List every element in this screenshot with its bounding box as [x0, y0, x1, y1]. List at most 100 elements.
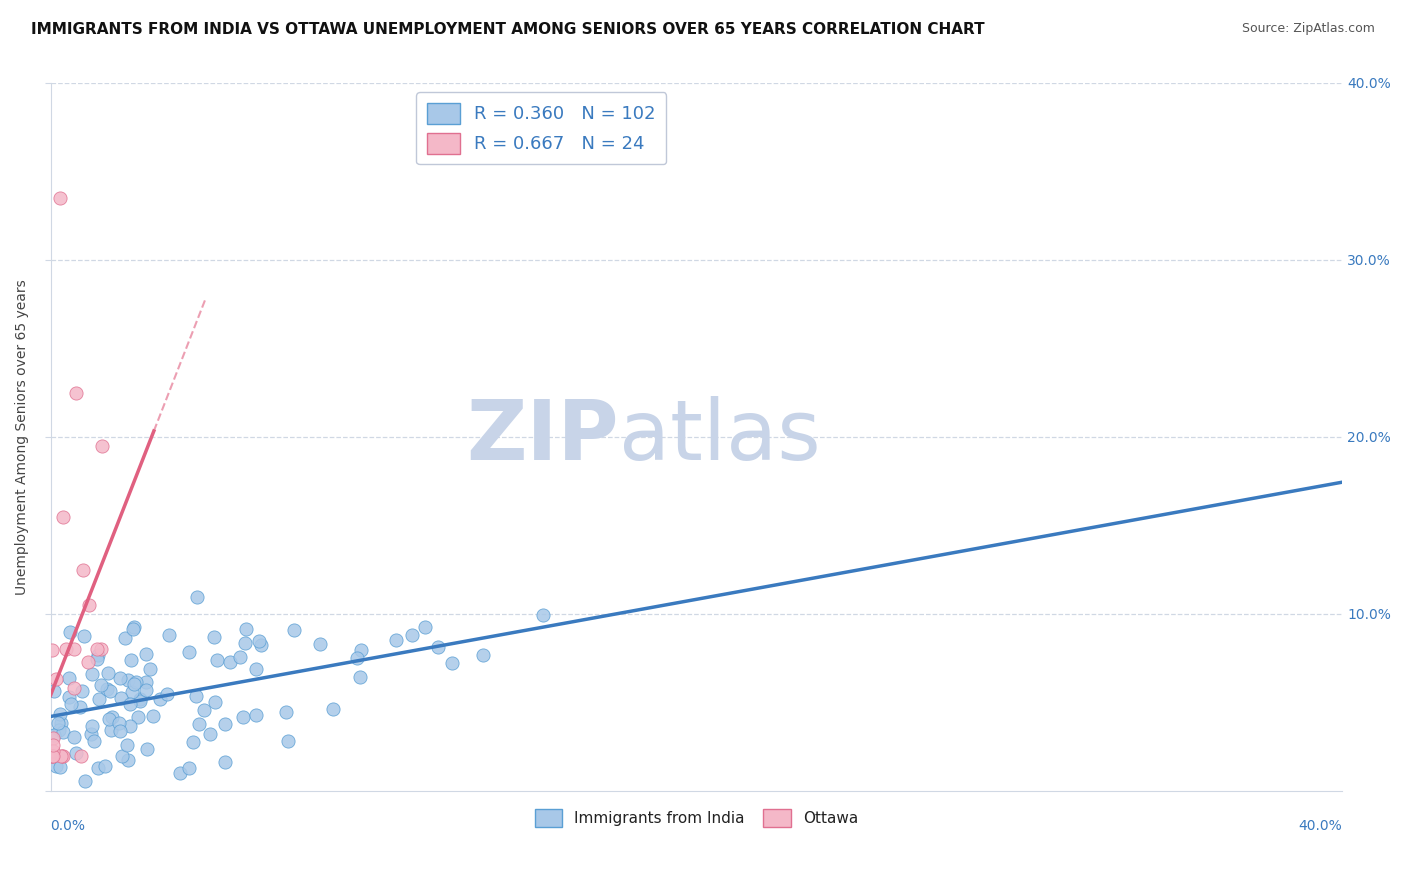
Point: [77, 598, 100, 612]
Point: [118, 718, 141, 732]
Point: [183, 734, 205, 748]
Point: [142, 708, 165, 723]
Point: [129, 694, 152, 708]
Point: [350, 643, 373, 657]
Text: Source: ZipAtlas.com: Source: ZipAtlas.com: [1241, 22, 1375, 36]
Point: [42, 744, 65, 758]
Point: [86, 652, 108, 666]
Point: [169, 766, 191, 780]
Point: [135, 682, 157, 697]
Point: [117, 673, 139, 688]
Point: [97, 666, 120, 681]
Point: [117, 738, 139, 752]
Point: [90, 642, 112, 657]
Point: [52, 509, 75, 524]
Point: [149, 691, 172, 706]
Point: [533, 608, 555, 623]
Point: [120, 697, 142, 711]
Point: [90, 678, 112, 692]
Point: [283, 624, 305, 638]
Point: [214, 755, 236, 769]
Point: [184, 689, 207, 703]
Point: [98, 684, 121, 698]
Point: [65, 385, 87, 400]
Point: [135, 742, 157, 756]
Point: [51, 748, 73, 763]
Point: [42, 731, 65, 745]
Point: [232, 709, 254, 723]
Point: [58, 625, 80, 640]
Point: [472, 648, 495, 662]
Point: [101, 710, 124, 724]
Point: [122, 622, 145, 636]
Point: [87, 648, 110, 662]
Point: [45, 673, 67, 687]
Point: [233, 636, 256, 650]
Point: [157, 628, 180, 642]
Point: [70, 748, 93, 763]
Point: [117, 753, 139, 767]
Text: 40.0%: 40.0%: [1299, 819, 1343, 833]
Point: [250, 638, 273, 652]
Point: [155, 687, 177, 701]
Point: [83, 734, 105, 748]
Point: [111, 749, 134, 764]
Y-axis label: Unemployment Among Seniors over 65 years: Unemployment Among Seniors over 65 years: [15, 279, 30, 595]
Point: [274, 705, 297, 719]
Point: [41, 748, 63, 763]
Point: [41, 748, 63, 763]
Point: [114, 631, 136, 645]
Point: [235, 622, 257, 636]
Point: [349, 671, 371, 685]
Point: [426, 640, 449, 655]
Point: [58, 690, 80, 704]
Point: [441, 656, 464, 670]
Point: [127, 709, 149, 723]
Point: [86, 642, 108, 657]
Point: [100, 723, 122, 737]
Point: [42, 684, 65, 698]
Point: [121, 685, 143, 699]
Point: [110, 690, 132, 705]
Point: [177, 644, 200, 658]
Point: [51, 748, 73, 763]
Point: [49, 715, 72, 730]
Legend: Immigrants from India, Ottawa: Immigrants from India, Ottawa: [529, 803, 865, 833]
Point: [247, 634, 270, 648]
Point: [49, 191, 72, 205]
Point: [245, 662, 267, 676]
Point: [98, 712, 121, 726]
Point: [179, 761, 201, 775]
Point: [204, 695, 226, 709]
Point: [129, 692, 152, 706]
Point: [42, 728, 65, 742]
Text: IMMIGRANTS FROM INDIA VS OTTAWA UNEMPLOYMENT AMONG SENIORS OVER 65 YEARS CORRELA: IMMIGRANTS FROM INDIA VS OTTAWA UNEMPLOY…: [31, 22, 984, 37]
Point: [321, 701, 343, 715]
Point: [55, 642, 77, 657]
Point: [41, 642, 63, 657]
Point: [122, 676, 145, 690]
Point: [120, 652, 142, 666]
Point: [139, 662, 162, 676]
Point: [413, 620, 436, 634]
Point: [65, 746, 87, 760]
Point: [205, 652, 228, 666]
Point: [45, 759, 67, 773]
Point: [70, 684, 93, 698]
Point: [108, 671, 131, 685]
Point: [60, 697, 83, 711]
Point: [42, 748, 65, 763]
Point: [108, 716, 131, 731]
Point: [80, 727, 103, 741]
Point: [94, 758, 117, 772]
Point: [72, 563, 94, 577]
Point: [187, 716, 209, 731]
Point: [124, 620, 146, 634]
Point: [63, 642, 86, 657]
Point: [73, 629, 96, 643]
Point: [58, 671, 80, 685]
Point: [108, 724, 131, 739]
Point: [63, 731, 86, 745]
Point: [228, 650, 250, 665]
Point: [245, 708, 267, 723]
